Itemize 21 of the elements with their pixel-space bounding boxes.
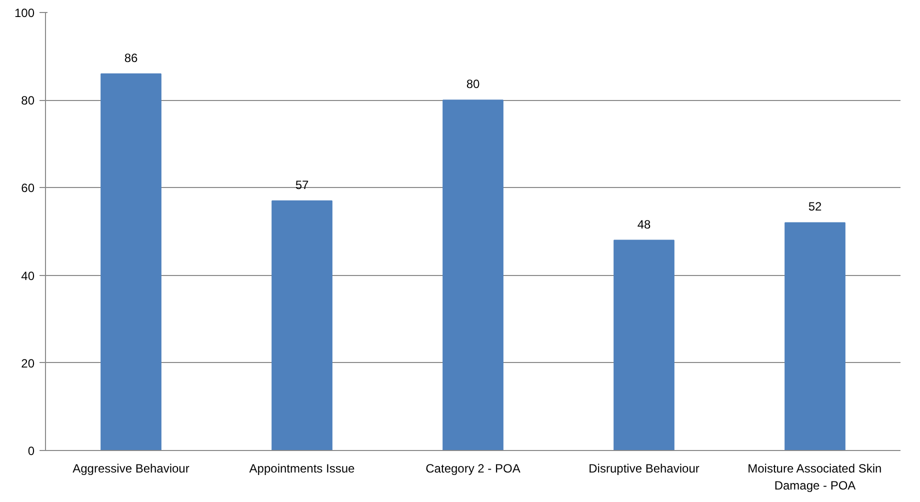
bar [100, 73, 162, 450]
y-tick-label: 0 [28, 444, 35, 458]
bar [442, 100, 504, 450]
bar [614, 240, 674, 450]
x-tick-label: Category 2 - POA [426, 462, 520, 476]
y-tick-label: 60 [21, 181, 35, 196]
data-label: 52 [808, 200, 822, 214]
y-tick-label: 20 [21, 356, 35, 370]
y-tick-label: 40 [21, 268, 35, 283]
data-label: 48 [637, 217, 651, 232]
x-tick-label: Appointments Issue [249, 462, 356, 476]
x-tick-label: Aggressive Behaviour [72, 462, 190, 476]
bar [784, 222, 846, 450]
data-label: 57 [295, 178, 309, 192]
data-label: 80 [466, 77, 480, 92]
x-tick-label: Moisture Associated Skin Damage - POA [748, 462, 882, 492]
y-tick-label: 80 [21, 94, 35, 108]
data-label: 86 [124, 50, 138, 65]
bar [272, 200, 332, 450]
x-tick-label: Disruptive Behaviour [588, 462, 700, 476]
y-tick-label: 100 [14, 6, 35, 20]
